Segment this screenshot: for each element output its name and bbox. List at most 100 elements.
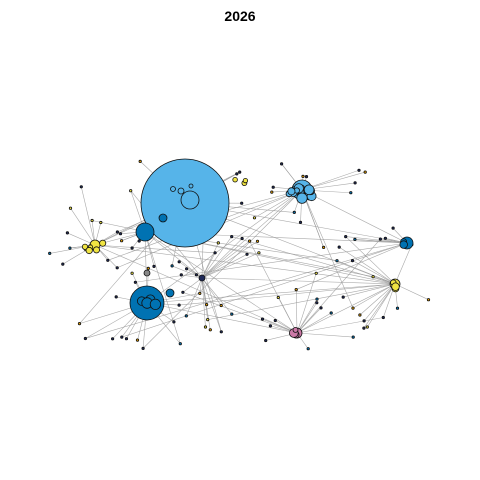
leaf-node [181, 290, 185, 294]
leaf-node [205, 302, 209, 307]
edge [301, 189, 354, 309]
edge [338, 246, 396, 285]
leaf-node [383, 236, 387, 240]
leaf-node [314, 271, 318, 275]
cluster-node [93, 246, 101, 254]
leaf-node [118, 232, 123, 236]
edge [394, 283, 429, 300]
hub-center [198, 274, 206, 282]
leaf-node [77, 321, 82, 326]
edge [296, 302, 318, 334]
edge [278, 297, 298, 334]
leaf-node [138, 159, 142, 163]
leaf-node [395, 306, 400, 310]
edge [296, 307, 322, 334]
edge [94, 244, 216, 254]
edge [85, 242, 408, 339]
edge-layer [49, 161, 429, 349]
leaf-node [260, 317, 265, 321]
node-grey [143, 269, 151, 277]
leaf-node [152, 264, 156, 268]
edge [144, 231, 181, 344]
leaf-node [230, 312, 234, 316]
leaf-node [371, 275, 375, 279]
edge [295, 289, 298, 334]
edge [201, 277, 206, 327]
leaf-node [135, 338, 140, 342]
cluster-node [99, 239, 107, 247]
leaf-node [235, 172, 239, 176]
leaf-node [203, 325, 208, 329]
edge [201, 252, 259, 279]
leaf-node [106, 258, 110, 262]
leaf-node [114, 295, 118, 299]
leaf-node [426, 298, 431, 302]
leaf-node [358, 313, 362, 317]
edge [296, 273, 317, 334]
edge [144, 231, 298, 334]
edge [201, 277, 233, 315]
cluster-node [149, 298, 161, 310]
leaf-node [172, 320, 176, 324]
edge [179, 283, 396, 306]
leaf-node [350, 258, 355, 263]
hub-dark-blue-small [135, 222, 155, 242]
leaf-node [257, 251, 261, 255]
edge [121, 242, 408, 338]
leaf-node [48, 251, 52, 255]
leaf-node [219, 303, 223, 308]
leaf-node [216, 241, 220, 245]
edge [135, 242, 408, 283]
leaf-node [315, 297, 319, 301]
leaf-node [270, 190, 274, 194]
leaf-node [129, 189, 133, 193]
cluster-node [287, 187, 296, 196]
leaf-node [130, 271, 134, 275]
inner-node [170, 186, 176, 192]
edge [201, 238, 243, 279]
leaf-node [351, 306, 355, 310]
cluster-node [85, 246, 93, 255]
leaf-node [353, 237, 357, 241]
leaf-node [329, 311, 333, 315]
leaf-node [115, 230, 120, 234]
leaf-node [179, 273, 183, 277]
leaf-node [335, 259, 339, 263]
leaf-node [321, 245, 326, 249]
leaf-node [306, 347, 310, 351]
leaf-node [208, 328, 212, 332]
inner-node [177, 187, 185, 195]
edge [70, 208, 96, 246]
leaf-node [378, 237, 382, 241]
leaf-node [351, 335, 355, 339]
leaf-node [365, 325, 369, 329]
edge [345, 236, 408, 244]
leaf-node [273, 318, 277, 323]
inner-node [180, 190, 200, 210]
edge [352, 283, 396, 309]
edge [301, 189, 408, 244]
cluster-node [391, 282, 400, 291]
leaf-node [362, 319, 366, 323]
edge [363, 283, 396, 329]
leaf-node [120, 239, 124, 243]
edge [186, 277, 203, 317]
cluster-node [232, 176, 238, 183]
edge [201, 242, 219, 279]
leaf-node [292, 210, 296, 214]
edge [296, 312, 332, 334]
leaf-node [304, 175, 309, 179]
leaf-node [124, 337, 129, 341]
leaf-node [349, 191, 353, 195]
edge [201, 240, 250, 279]
leaf-node [294, 287, 298, 292]
leaf-node [357, 168, 361, 172]
leaf-node [177, 260, 181, 264]
edge [182, 277, 203, 293]
leaf-node [268, 324, 272, 328]
edge [231, 236, 396, 285]
leaf-node [245, 252, 249, 256]
leaf-node [301, 174, 305, 178]
leaf-node [337, 245, 341, 249]
